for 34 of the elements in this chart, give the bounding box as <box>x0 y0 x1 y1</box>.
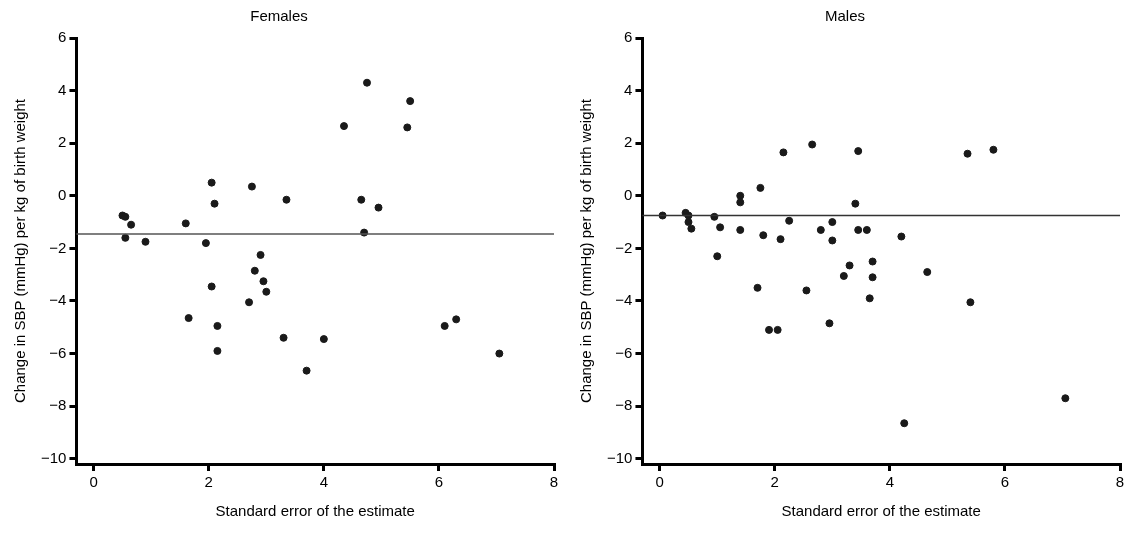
x-tick-label: 2 <box>770 473 779 491</box>
x-tick-label: 4 <box>885 473 895 491</box>
y-tick-label: −4 <box>49 291 67 309</box>
y-tick-label: −10 <box>606 448 633 466</box>
x-tick-label: 0 <box>89 473 98 491</box>
y-tick-label: −2 <box>49 238 67 256</box>
y-tick-label: 0 <box>624 185 633 203</box>
x-tick-label: 6 <box>1000 473 1010 491</box>
chart-title: Females <box>250 7 308 25</box>
y-axis-title: Change in SBP (mmHg) per kg of birth weight <box>11 98 29 404</box>
y-tick-label: 4 <box>624 80 633 98</box>
y-tick-label: 2 <box>624 133 633 151</box>
x-axis-title: Standard error of the estimate <box>781 502 981 520</box>
x-tick-label: 4 <box>319 473 329 491</box>
y-tick-label: −2 <box>615 238 633 256</box>
y-tick-label: 6 <box>58 28 67 46</box>
y-tick-label: −8 <box>615 396 633 414</box>
x-tick-label: 2 <box>204 473 213 491</box>
x-tick-label: 0 <box>655 473 664 491</box>
x-tick-label: 6 <box>434 473 444 491</box>
y-axis-title: Change in SBP (mmHg) per kg of birth weight <box>577 98 595 404</box>
x-tick-label: 8 <box>549 473 559 491</box>
y-tick-label: −4 <box>615 291 633 309</box>
y-tick-label: 2 <box>58 133 67 151</box>
chart-title: Males <box>824 7 866 25</box>
y-tick-label: 4 <box>58 80 67 98</box>
y-tick-label: −10 <box>40 448 67 466</box>
x-axis-title: Standard error of the estimate <box>215 502 415 520</box>
y-tick-label: −6 <box>49 343 67 361</box>
y-tick-label: −6 <box>615 343 633 361</box>
x-tick-label: 8 <box>1115 473 1125 491</box>
y-tick-label: 0 <box>58 185 67 203</box>
y-tick-label: −8 <box>49 396 67 414</box>
y-tick-label: 6 <box>624 28 633 46</box>
